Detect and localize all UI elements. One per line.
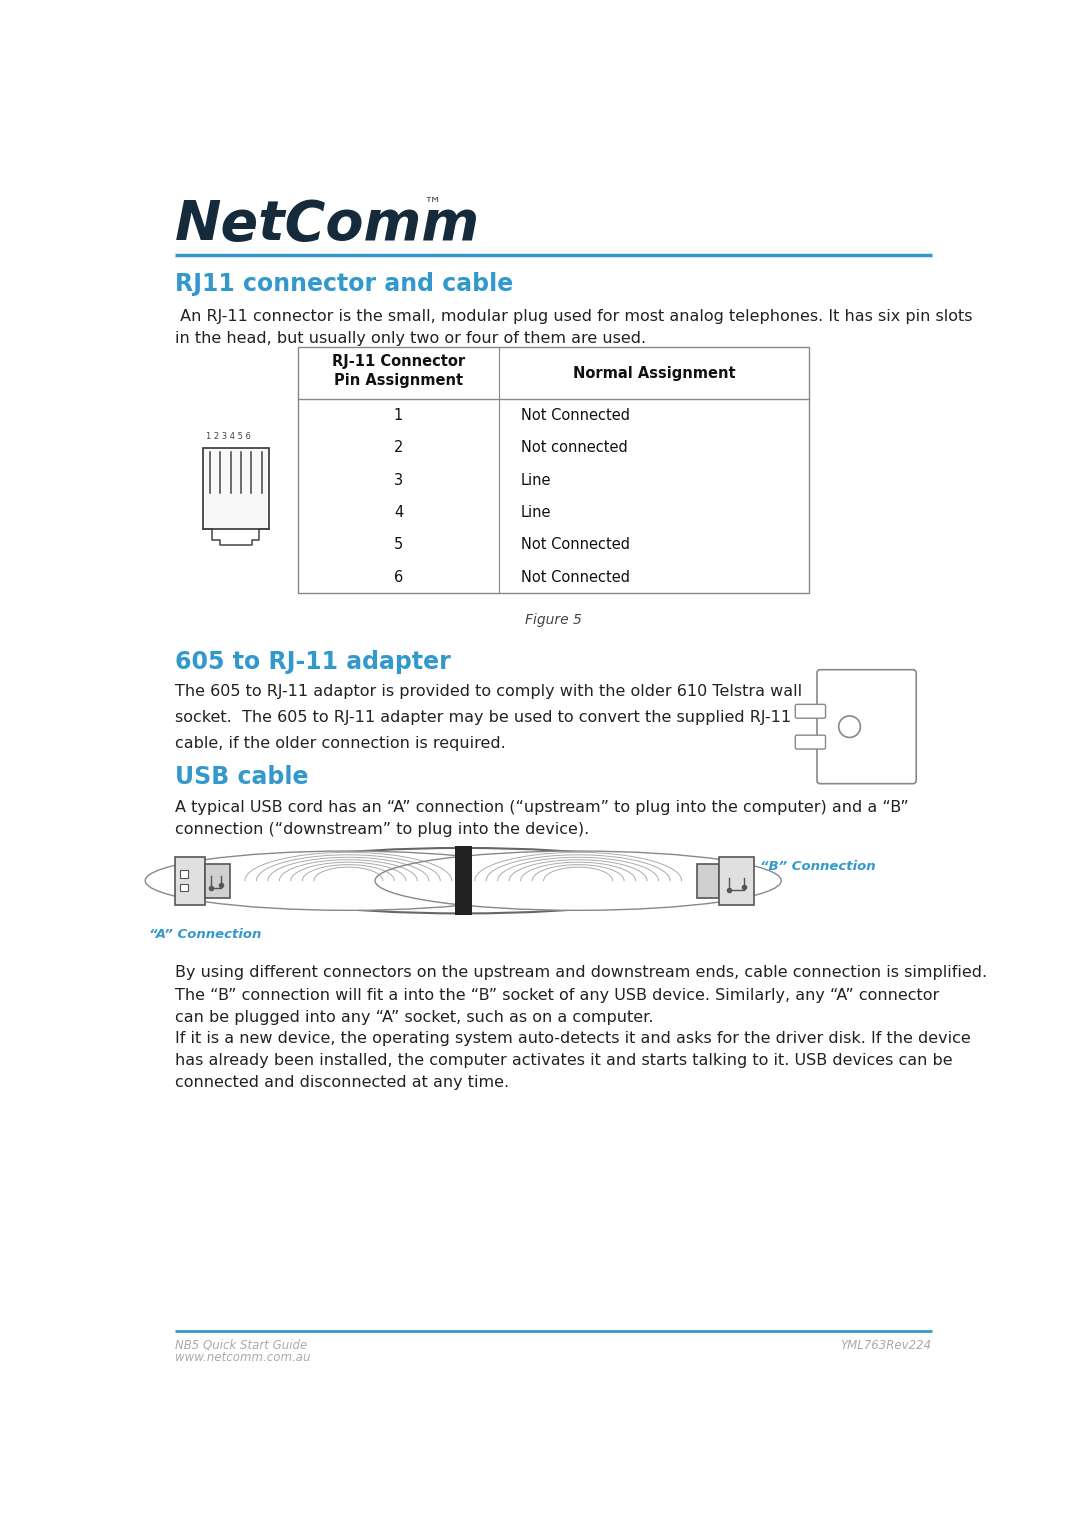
Text: “A” Connection: “A” Connection: [149, 928, 261, 942]
Text: NB5 Quick Start Guide: NB5 Quick Start Guide: [175, 1339, 308, 1351]
Text: Line: Line: [521, 506, 552, 521]
Text: 1 2 3 4 5 6: 1 2 3 4 5 6: [206, 432, 252, 441]
Text: Line: Line: [521, 473, 552, 487]
Text: 2: 2: [394, 441, 403, 455]
Text: “B” Connection: “B” Connection: [760, 859, 876, 873]
Bar: [175, 856, 205, 904]
Ellipse shape: [431, 859, 726, 902]
Bar: [718, 856, 754, 904]
Bar: [298, 348, 809, 593]
Text: Figure 5: Figure 5: [525, 613, 582, 627]
FancyBboxPatch shape: [795, 735, 825, 749]
Ellipse shape: [514, 870, 642, 890]
Text: An RJ-11 connector is the small, modular plug used for most analog telephones. I: An RJ-11 connector is the small, modular…: [175, 308, 973, 346]
Ellipse shape: [257, 867, 440, 895]
Ellipse shape: [542, 875, 613, 887]
Text: www.netcomm.com.au: www.netcomm.com.au: [175, 1351, 311, 1363]
Text: Normal Assignment: Normal Assignment: [572, 366, 735, 381]
Ellipse shape: [403, 855, 753, 907]
Text: If it is a new device, the operating system auto-detects it and asks for the dri: If it is a new device, the operating sys…: [175, 1031, 971, 1091]
Bar: [697, 864, 718, 898]
Ellipse shape: [285, 870, 411, 890]
Ellipse shape: [201, 859, 496, 902]
Ellipse shape: [229, 863, 468, 898]
Text: NetComm: NetComm: [175, 198, 481, 251]
Ellipse shape: [459, 863, 698, 898]
Bar: [203, 449, 269, 529]
Text: Not Connected: Not Connected: [521, 408, 630, 423]
Text: ™: ™: [423, 196, 442, 214]
Text: 605 to RJ-11 adapter: 605 to RJ-11 adapter: [175, 650, 451, 674]
Ellipse shape: [313, 875, 384, 887]
Bar: [205, 864, 230, 898]
Text: A typical USB cord has an “A” connection (“upstream” to plug into the computer) : A typical USB cord has an “A” connection…: [175, 800, 909, 836]
FancyBboxPatch shape: [816, 669, 916, 784]
Bar: [180, 884, 188, 892]
Text: 5: 5: [394, 538, 403, 553]
Text: Not Connected: Not Connected: [521, 570, 630, 585]
Text: Not Connected: Not Connected: [521, 538, 630, 553]
Text: RJ11 connector and cable: RJ11 connector and cable: [175, 271, 514, 296]
Text: By using different connectors on the upstream and downstream ends, cable connect: By using different connectors on the ups…: [175, 965, 987, 1025]
Text: 4: 4: [394, 506, 403, 521]
Ellipse shape: [487, 867, 670, 895]
Ellipse shape: [375, 852, 781, 910]
Text: YML763Rev224: YML763Rev224: [840, 1339, 932, 1351]
Ellipse shape: [173, 855, 524, 907]
Text: The 605 to RJ-11 adaptor is provided to comply with the older 610 Telstra wall
s: The 605 to RJ-11 adaptor is provided to …: [175, 685, 802, 751]
Text: Not connected: Not connected: [521, 441, 627, 455]
Text: 6: 6: [394, 570, 403, 585]
Bar: [455, 846, 472, 915]
FancyBboxPatch shape: [795, 705, 825, 719]
Ellipse shape: [145, 852, 552, 910]
Text: 1: 1: [394, 408, 403, 423]
Text: USB cable: USB cable: [175, 764, 309, 789]
Text: RJ-11 Connector
Pin Assignment: RJ-11 Connector Pin Assignment: [332, 354, 465, 388]
Text: 3: 3: [394, 473, 403, 487]
Bar: [180, 870, 188, 878]
